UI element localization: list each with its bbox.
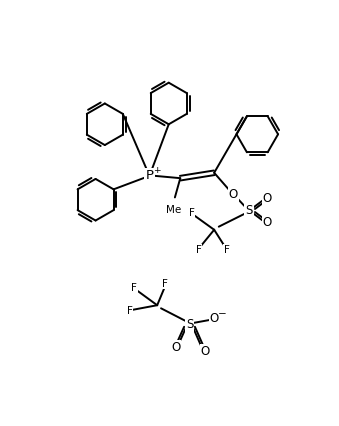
- Text: +: +: [153, 166, 160, 175]
- Text: O: O: [263, 193, 272, 205]
- Text: F: F: [126, 306, 133, 317]
- Text: F: F: [189, 208, 195, 218]
- Text: O: O: [171, 341, 180, 354]
- Text: P: P: [145, 170, 154, 182]
- Text: S: S: [186, 318, 193, 331]
- Text: F: F: [162, 279, 168, 289]
- Text: F: F: [131, 282, 137, 293]
- Text: O: O: [229, 188, 238, 201]
- Text: Me: Me: [166, 205, 181, 215]
- Text: O: O: [210, 312, 219, 325]
- Text: −: −: [218, 309, 226, 319]
- Text: F: F: [196, 245, 202, 255]
- Text: O: O: [200, 345, 210, 358]
- Text: O: O: [263, 216, 272, 229]
- Text: S: S: [245, 204, 253, 217]
- Text: F: F: [223, 245, 230, 255]
